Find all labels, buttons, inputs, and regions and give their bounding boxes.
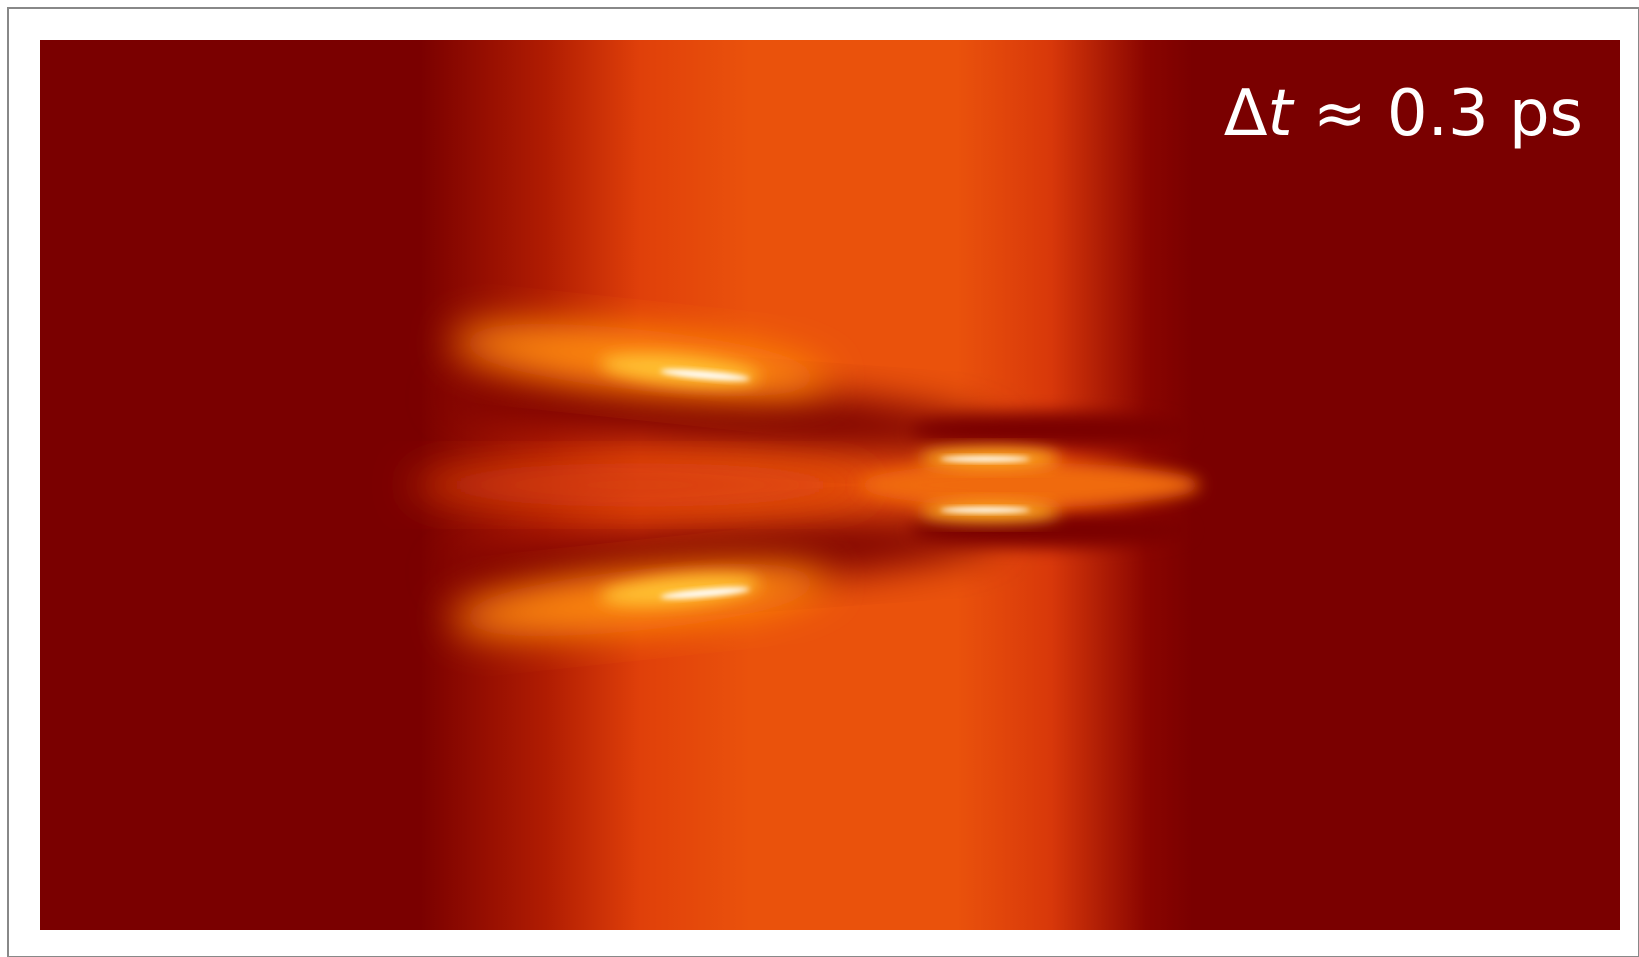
heatmap [40,40,1620,930]
time-value: ≈ 0.3 ps [1293,77,1583,151]
time-label: Δt ≈ 0.3 ps [1224,77,1583,151]
figure: Δt ≈ 0.3 ps [0,0,1639,957]
page: {"label": {"delta": "Δ", "variable": "t"… [0,0,1639,957]
delta-symbol: Δ [1224,77,1268,151]
time-variable: t [1268,77,1296,151]
